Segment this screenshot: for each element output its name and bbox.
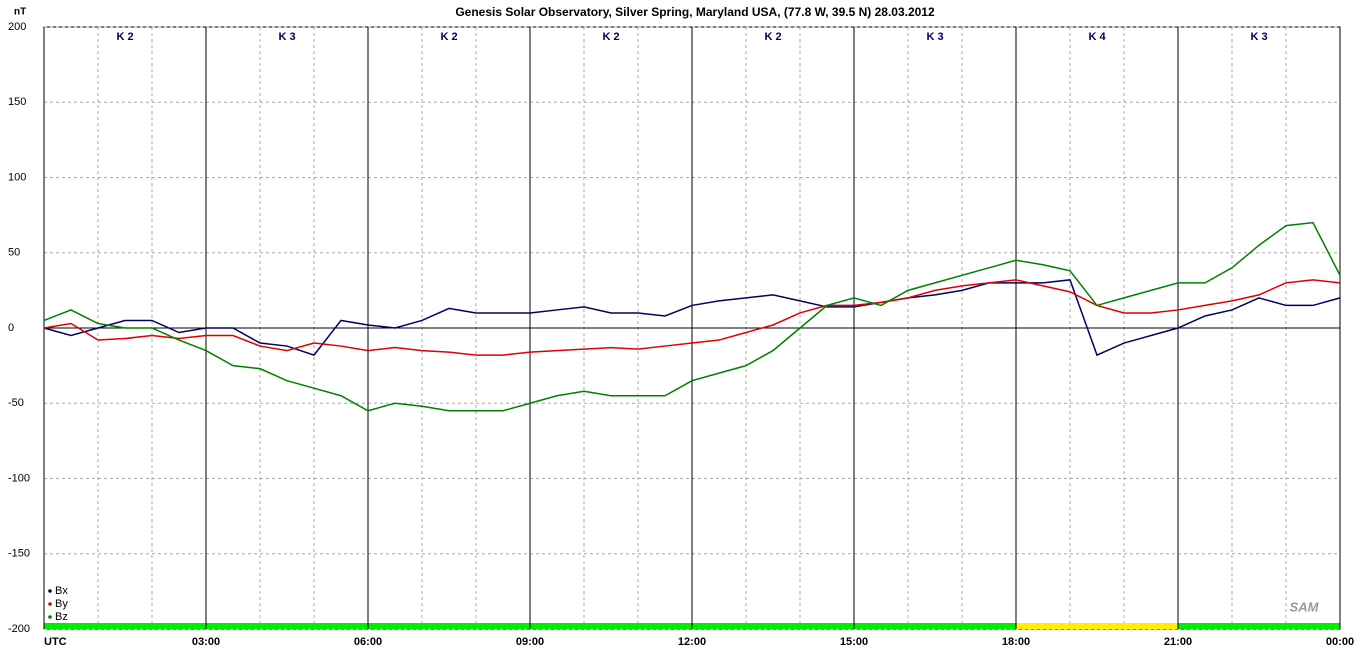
- k-status: [530, 623, 692, 629]
- chart-title: Genesis Solar Observatory, Silver Spring…: [455, 5, 935, 19]
- k-status: [854, 623, 1016, 629]
- k-status: [206, 623, 368, 629]
- k-status: [44, 623, 206, 629]
- y-tick-label: 200: [8, 21, 26, 33]
- x-tick-label: UTC: [44, 636, 67, 648]
- y-tick-label: -150: [8, 548, 30, 560]
- x-tick-label: 09:00: [516, 636, 544, 648]
- x-tick-label: 15:00: [840, 636, 868, 648]
- k-index-label: K 2: [764, 31, 781, 43]
- k-index-label: K 2: [602, 31, 619, 43]
- y-tick-label: 0: [8, 322, 14, 334]
- y-tick-label: -100: [8, 472, 30, 484]
- y-tick-label: 50: [8, 247, 20, 259]
- x-tick-label: 00:00: [1326, 636, 1354, 648]
- k-status: [368, 623, 530, 629]
- legend-label: Bz: [55, 611, 68, 623]
- x-tick-label: 06:00: [354, 636, 382, 648]
- k-index-label: K 2: [116, 31, 133, 43]
- x-tick-label: 12:00: [678, 636, 706, 648]
- legend-marker: [48, 615, 52, 619]
- k-index-label: K 2: [440, 31, 457, 43]
- logo: SAM: [1290, 599, 1320, 614]
- series-line: [43, 221, 1341, 412]
- legend-label: Bx: [55, 585, 68, 597]
- k-index-label: K 4: [1088, 31, 1106, 43]
- y-axis-label: nT: [14, 7, 26, 18]
- y-tick-label: 100: [8, 171, 26, 183]
- k-status: [1178, 623, 1340, 629]
- k-index-label: K 3: [926, 31, 943, 43]
- y-tick-label: 150: [8, 96, 26, 108]
- y-tick-label: -50: [8, 397, 24, 409]
- k-index-label: K 3: [1250, 31, 1267, 43]
- legend-label: By: [55, 598, 68, 610]
- legend-marker: [48, 589, 52, 593]
- k-index-label: K 3: [278, 31, 295, 43]
- k-status: [1016, 623, 1178, 629]
- x-tick-label: 03:00: [192, 636, 220, 648]
- legend-marker: [48, 602, 52, 606]
- series-line: [43, 279, 1341, 356]
- series-line: [43, 279, 1341, 357]
- x-tick-label: 21:00: [1164, 636, 1192, 648]
- k-status: [692, 623, 854, 629]
- y-tick-label: -200: [8, 623, 30, 635]
- x-tick-label: 18:00: [1002, 636, 1030, 648]
